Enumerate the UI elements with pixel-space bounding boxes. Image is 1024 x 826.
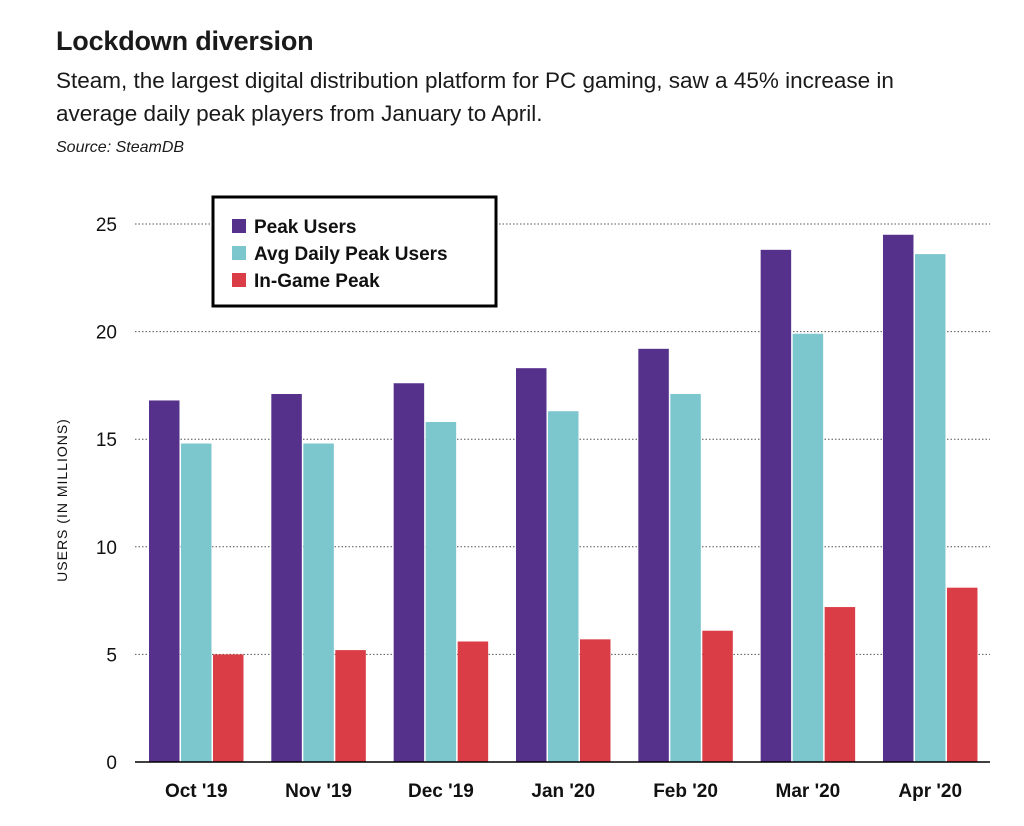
x-tick-label: Jan '20 [531, 781, 595, 802]
bar [149, 400, 180, 762]
x-tick-label: Oct '19 [165, 781, 228, 802]
y-tick-label: 0 [106, 753, 117, 774]
chart-subtitle: Steam, the largest digital distribution … [56, 68, 894, 126]
x-tick-label: Dec '19 [408, 781, 474, 802]
bar [457, 641, 489, 762]
x-tick-label: Nov '19 [285, 781, 352, 802]
y-tick-label: 10 [96, 538, 117, 559]
legend-label: Avg Daily Peak Users [254, 244, 448, 265]
bar [303, 443, 334, 762]
bar [271, 394, 302, 762]
bar [181, 443, 212, 762]
bar [670, 394, 701, 762]
bar [393, 383, 425, 762]
y-tick-label: 20 [96, 323, 117, 344]
y-axis-label: USERS (IN MILLIONS) [54, 418, 70, 582]
bar [914, 254, 946, 763]
legend-swatch [232, 246, 246, 260]
bar [760, 249, 792, 763]
bar [335, 650, 366, 762]
y-tick-label: 5 [106, 645, 117, 666]
bar [882, 234, 914, 762]
bar [425, 421, 457, 762]
legend-box [211, 195, 498, 308]
bar [547, 411, 579, 762]
legend-label: In-Game Peak [254, 271, 380, 292]
bar [946, 587, 978, 762]
y-axis-ticks: 0 5 10 15 20 25 [96, 215, 117, 774]
x-axis-ticks: Oct '19 Nov '19 Dec '19 Jan '20 Feb '20 Mar '… [165, 781, 962, 802]
bar [579, 639, 611, 762]
legend: Peak Users Avg Daily Peak Users In-Game Pe… [211, 195, 498, 308]
chart-source: Source: SteamDB [56, 139, 185, 156]
bar [792, 333, 824, 762]
legend-swatch [232, 219, 246, 233]
x-tick-label: Feb '20 [653, 781, 718, 802]
y-tick-label: 15 [96, 430, 117, 451]
x-tick-label: Mar '20 [776, 781, 841, 802]
legend-swatch [232, 273, 246, 287]
y-tick-label: 25 [96, 215, 117, 236]
bar [213, 654, 244, 762]
legend-label: Peak Users [254, 217, 356, 238]
bar [638, 348, 669, 762]
bar [515, 368, 547, 762]
bars [149, 234, 978, 763]
chart-title: Lockdown diversion [56, 26, 314, 56]
bar [824, 607, 856, 762]
bar [702, 630, 733, 762]
x-tick-label: Apr '20 [898, 781, 962, 802]
